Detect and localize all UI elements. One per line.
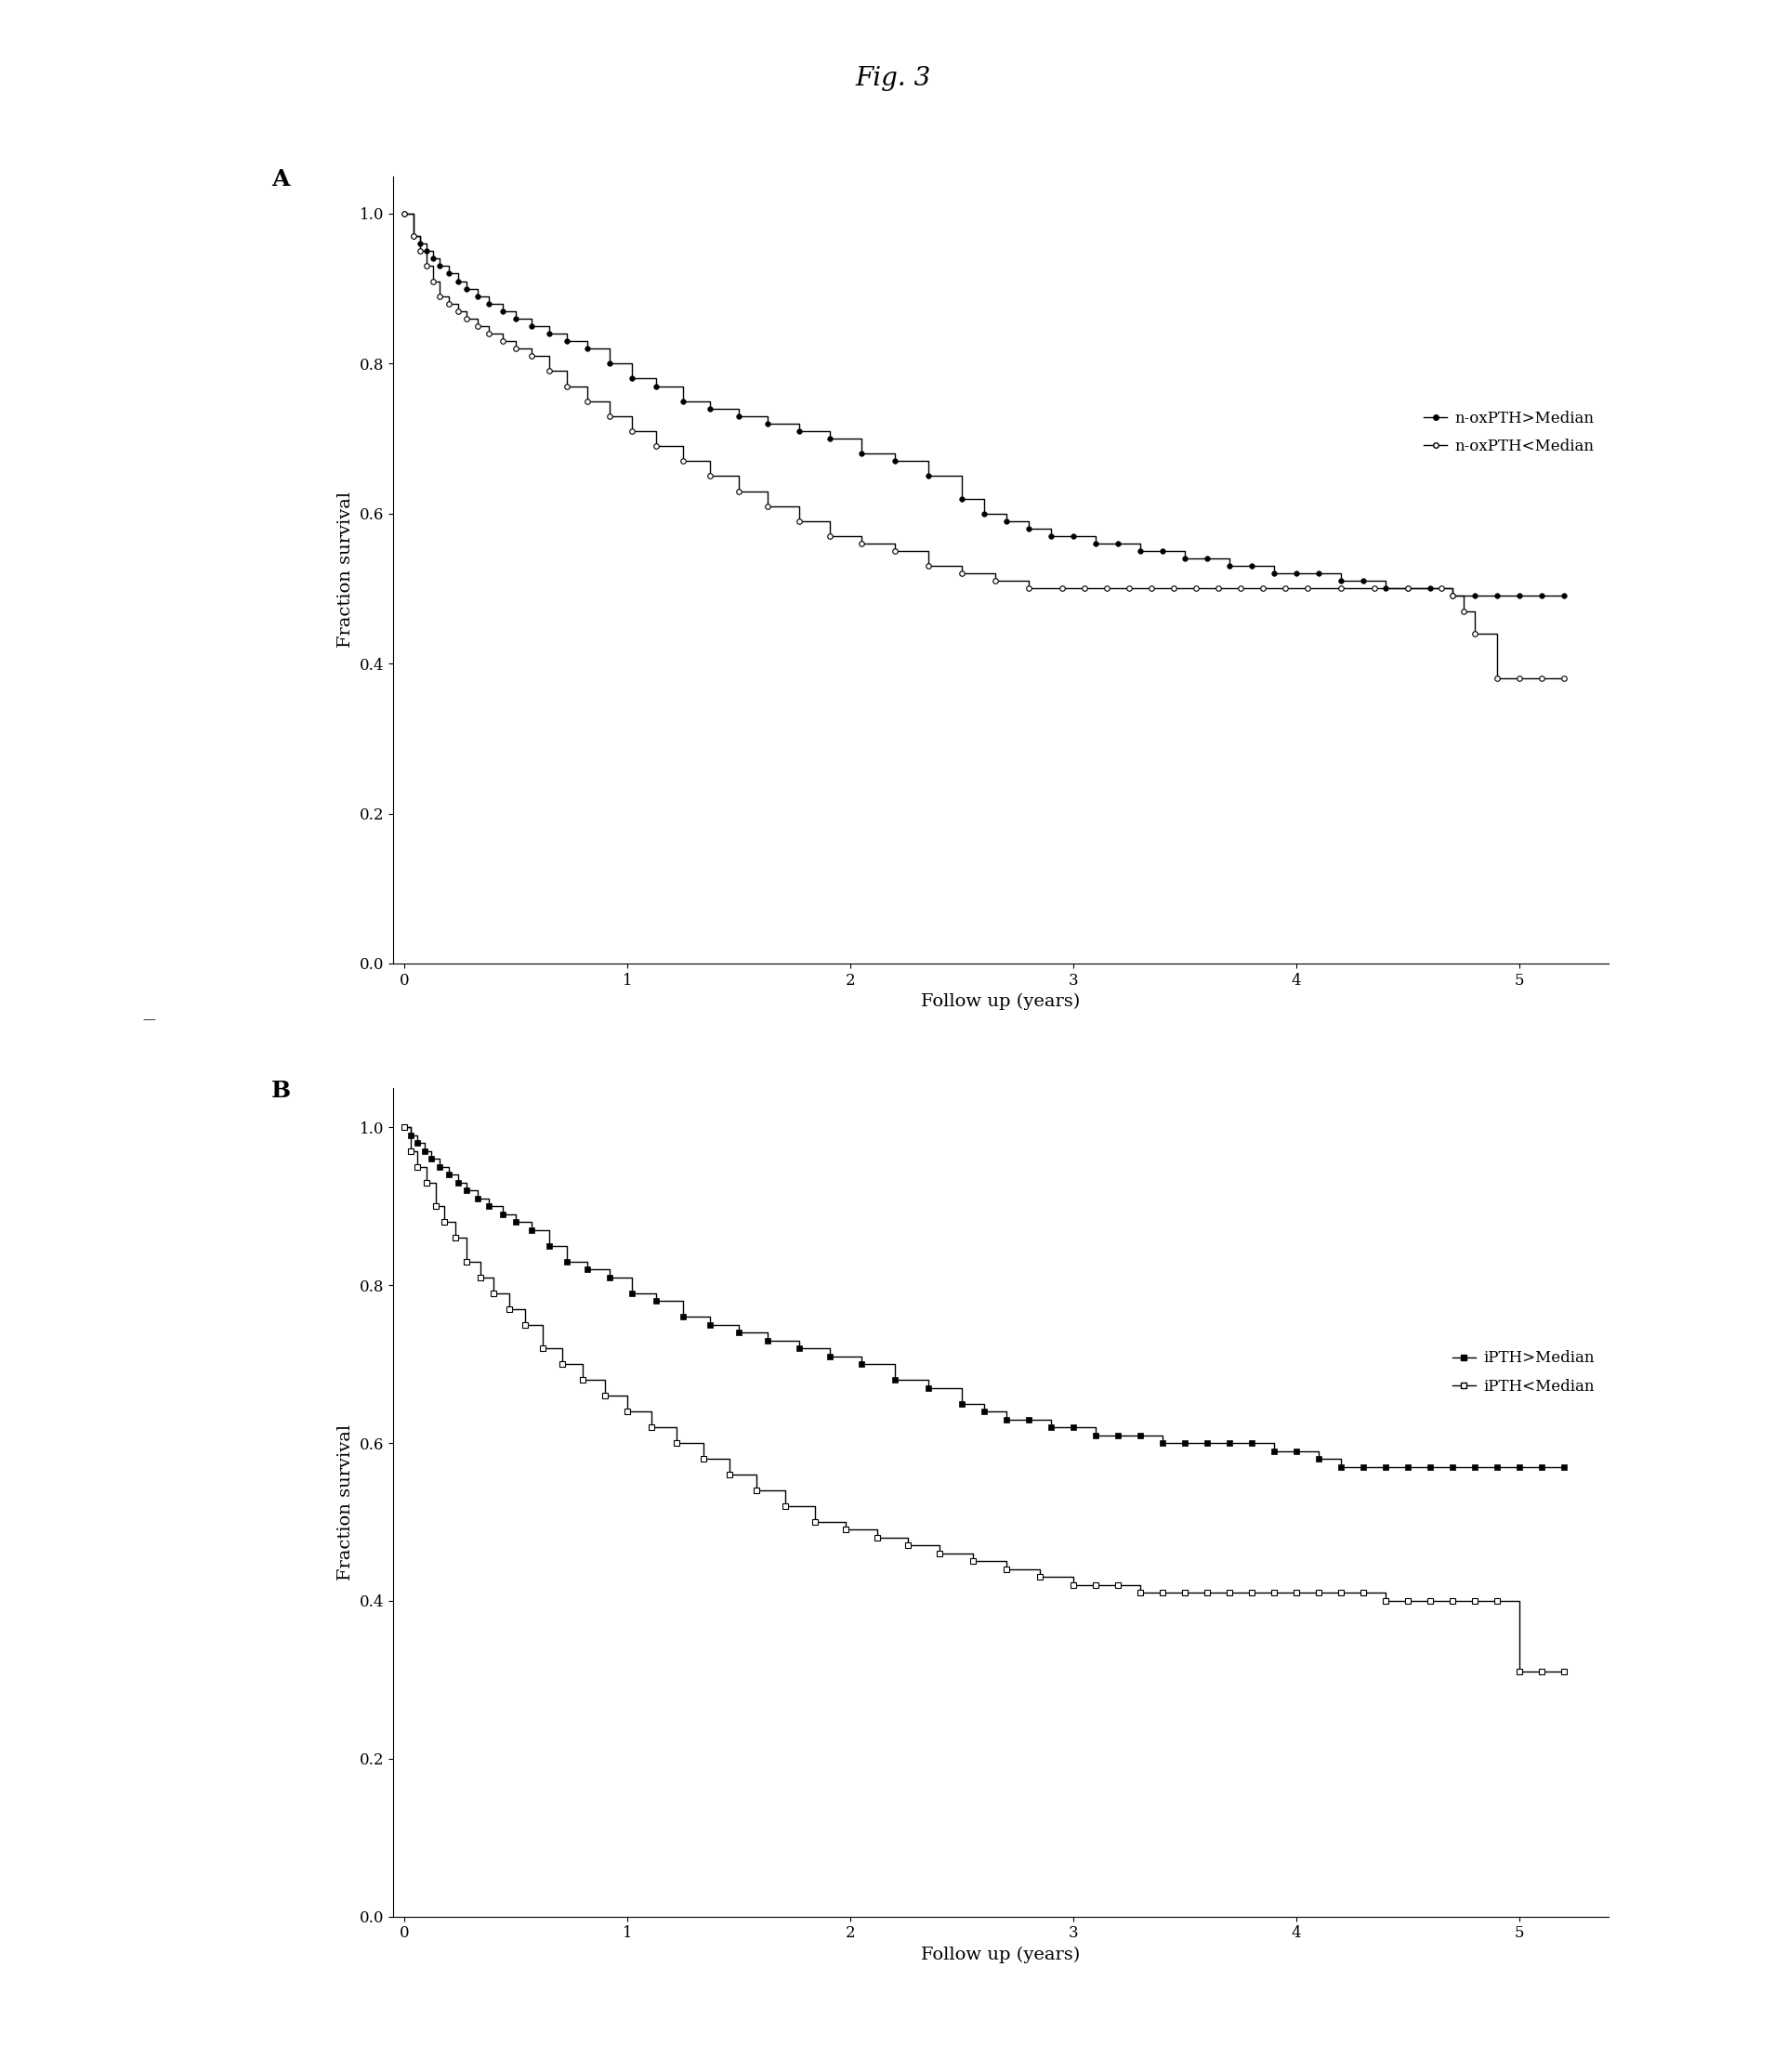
- Y-axis label: Fraction survival: Fraction survival: [338, 1423, 354, 1581]
- Text: A: A: [272, 168, 289, 191]
- X-axis label: Follow up (years): Follow up (years): [920, 1946, 1081, 1964]
- Y-axis label: Fraction survival: Fraction survival: [338, 491, 354, 649]
- Text: B: B: [272, 1080, 291, 1102]
- Legend: n-oxPTH>Median, n-oxPTH<Median: n-oxPTH>Median, n-oxPTH<Median: [1417, 404, 1601, 460]
- Legend: iPTH>Median, iPTH<Median: iPTH>Median, iPTH<Median: [1446, 1345, 1601, 1401]
- X-axis label: Follow up (years): Follow up (years): [920, 992, 1081, 1011]
- Text: —: —: [143, 1013, 155, 1026]
- Text: Fig. 3: Fig. 3: [856, 66, 931, 91]
